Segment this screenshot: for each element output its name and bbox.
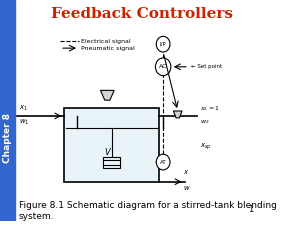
Bar bbox=[103, 157, 120, 168]
Text: Chapter 8: Chapter 8 bbox=[3, 112, 12, 162]
Text: Electrical signal: Electrical signal bbox=[81, 39, 130, 44]
Text: $x_1$: $x_1$ bbox=[19, 104, 28, 113]
Text: $w_2$: $w_2$ bbox=[200, 118, 209, 126]
Text: ← Set point: ← Set point bbox=[190, 64, 222, 69]
Text: 1: 1 bbox=[248, 205, 253, 214]
Text: I/P: I/P bbox=[160, 42, 166, 47]
Polygon shape bbox=[100, 90, 114, 100]
Text: $w$: $w$ bbox=[183, 184, 190, 192]
Text: $x_{sp}$: $x_{sp}$ bbox=[200, 141, 212, 151]
Text: Pneumatic signal: Pneumatic signal bbox=[81, 46, 134, 51]
Polygon shape bbox=[173, 111, 182, 118]
Text: V: V bbox=[104, 148, 110, 157]
Text: AC: AC bbox=[159, 64, 167, 69]
Circle shape bbox=[156, 154, 170, 170]
Text: Figure 8.1 Schematic diagram for a stirred-tank blending
system.: Figure 8.1 Schematic diagram for a stirr… bbox=[19, 201, 277, 221]
Circle shape bbox=[156, 36, 170, 52]
Bar bbox=[0, 0, 16, 221]
Text: $w_1$: $w_1$ bbox=[19, 118, 29, 127]
Bar bbox=[64, 108, 159, 182]
Text: $x$: $x$ bbox=[183, 168, 189, 176]
Text: Feedback Controllers: Feedback Controllers bbox=[51, 7, 233, 21]
Text: AT: AT bbox=[160, 160, 166, 164]
Circle shape bbox=[155, 58, 171, 76]
Text: $x_2 = 1$: $x_2 = 1$ bbox=[200, 104, 220, 113]
